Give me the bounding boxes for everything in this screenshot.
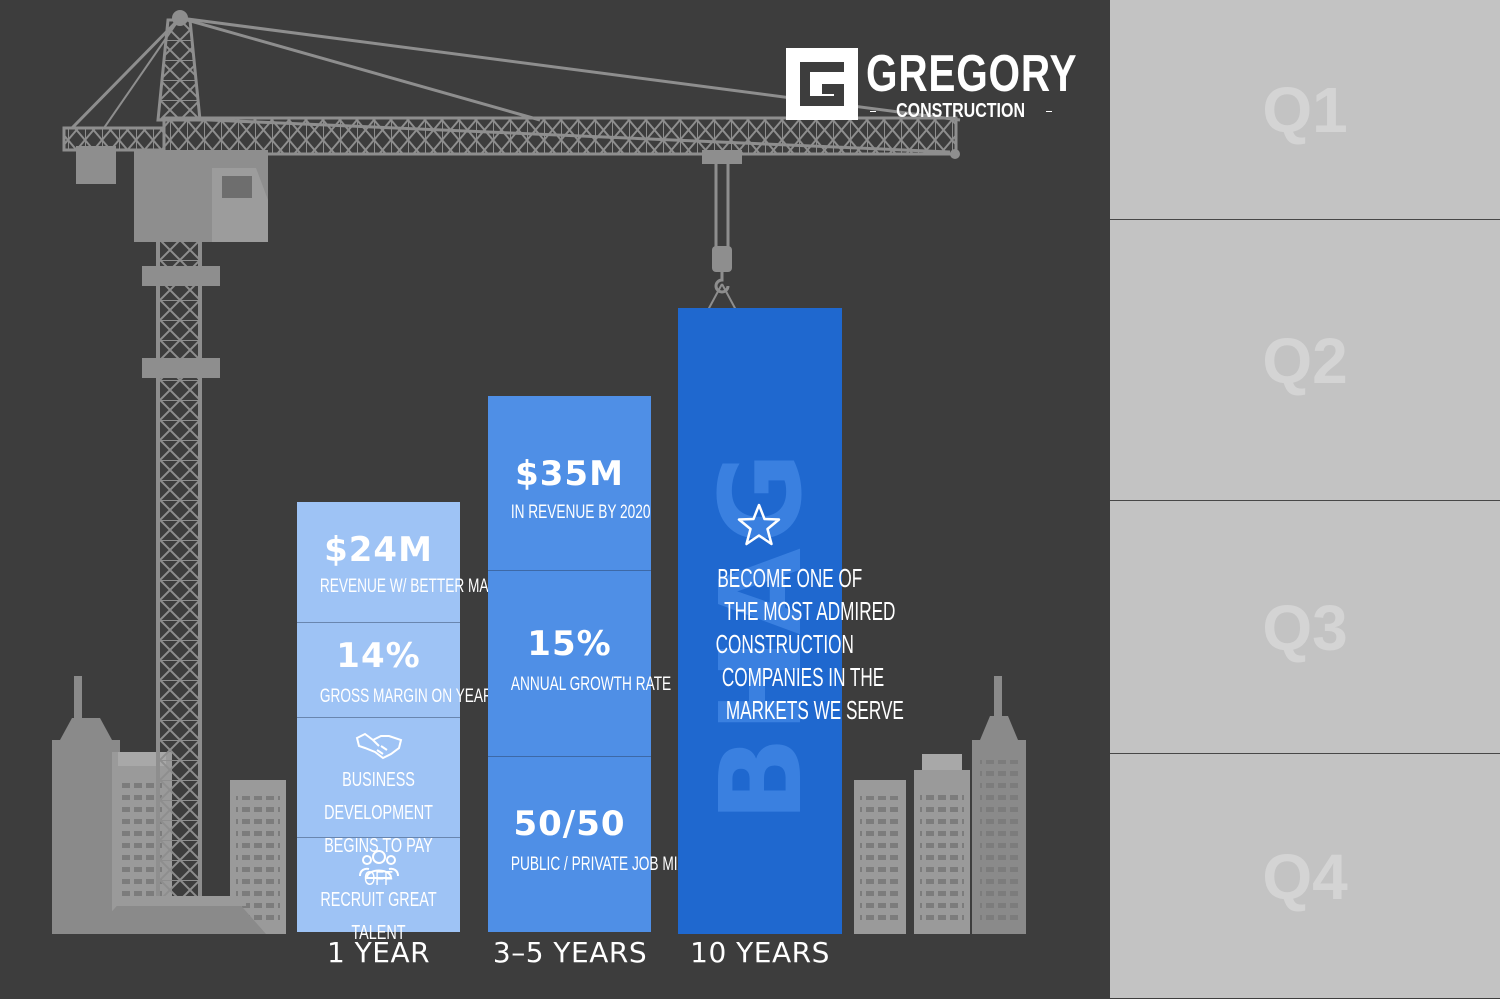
quarter-q1: Q1 bbox=[1262, 73, 1348, 146]
goal-recruit-talent: RECRUIT GREAT TALENT bbox=[297, 848, 460, 950]
goal-line: CONSTRUCTION bbox=[715, 629, 854, 659]
metric-caption: REVENUE W/ BETTER MARGIN bbox=[319, 576, 523, 597]
quarter-q2: Q2 bbox=[1110, 219, 1500, 501]
star-icon bbox=[737, 503, 781, 546]
column-1-year: $24M REVENUE W/ BETTER MARGIN 14% GROSS … bbox=[297, 502, 523, 944]
crane-skyline-illustration bbox=[52, 10, 1026, 934]
goal-line: BECOME ONE OF bbox=[717, 563, 863, 593]
metric-caption: GROSS MARGIN ON YEAR bbox=[319, 686, 493, 707]
right-buildings bbox=[854, 676, 1026, 934]
ten-year-goal: BECOME ONE OF THE MOST ADMIRED CONSTRUCT… bbox=[680, 562, 904, 727]
quarters-panel: Q1 Q2 Q3 Q4 bbox=[1110, 0, 1500, 998]
logo-subtitle: CONSTRUCTION bbox=[866, 100, 1056, 123]
handshake-icon bbox=[355, 732, 402, 760]
logo-name: GREGORY bbox=[866, 45, 1078, 103]
metric-14pct: 14% GROSS MARGIN ON YEAR bbox=[297, 636, 493, 708]
metric-value: 50/50 bbox=[513, 804, 626, 844]
metric-24m: $24M REVENUE W/ BETTER MARGIN bbox=[297, 530, 523, 598]
metric-caption: PUBLIC / PRIVATE JOB MIX bbox=[510, 854, 687, 875]
goal-line: COMPANIES IN THE bbox=[721, 662, 885, 692]
metric-value: 14% bbox=[336, 636, 421, 676]
logo-mark-icon bbox=[786, 48, 858, 120]
metric-15pct: 15% ANNUAL GROWTH RATE bbox=[488, 624, 672, 696]
tower-crane bbox=[62, 10, 961, 934]
metric-value: $24M bbox=[324, 530, 433, 570]
column-3-5-years: $35M IN REVENUE BY 2020 15% ANNUAL GROWT… bbox=[488, 396, 687, 932]
metric-50-50: 50/50 PUBLIC / PRIVATE JOB MIX bbox=[488, 804, 687, 876]
goal-line: THE MOST ADMIRED bbox=[724, 596, 896, 626]
metric-caption: IN REVENUE BY 2020 bbox=[510, 502, 651, 523]
label-1-year: 1 YEAR bbox=[326, 936, 431, 969]
metric-value: $35M bbox=[515, 454, 624, 494]
quarter-q3: Q3 bbox=[1110, 500, 1500, 754]
infographic-stage: GREGORY CONSTRUCTION $24M REVENUE W/ BET… bbox=[52, 10, 1078, 969]
label-3-5-years: 3–5 YEARS bbox=[492, 936, 648, 969]
goal-caption: RECRUIT GREAT TALENT bbox=[320, 889, 437, 944]
metric-35m: $35M IN REVENUE BY 2020 bbox=[488, 454, 651, 524]
quarter-q4: Q4 bbox=[1110, 753, 1500, 999]
metric-value: 15% bbox=[527, 624, 612, 664]
people-icon bbox=[358, 850, 399, 879]
goal-business-development: BUSINESS DEVELOPMENT BEGINS TO PAY OFF bbox=[297, 730, 460, 896]
column-10-years bbox=[678, 308, 842, 934]
label-10-years: 10 YEARS bbox=[690, 936, 830, 969]
goal-line: MARKETS WE SERVE bbox=[725, 695, 904, 725]
metric-caption: ANNUAL GROWTH RATE bbox=[510, 674, 672, 695]
goal-caption-line1: BUSINESS DEVELOPMENT bbox=[324, 769, 433, 824]
